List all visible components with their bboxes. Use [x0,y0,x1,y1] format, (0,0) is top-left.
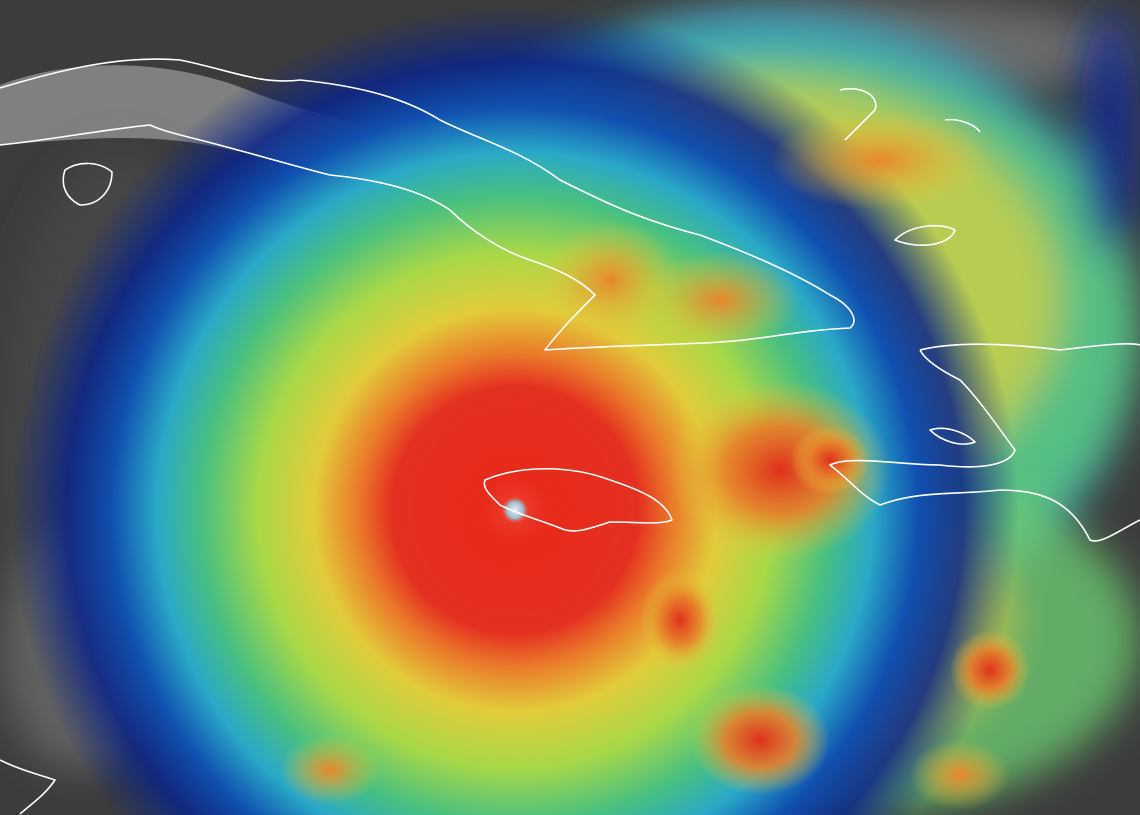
hurricane-eye [501,496,529,524]
isla-de-la-juventud-coastline [62,162,113,206]
bahamas-island-3 [944,118,981,133]
jamaica-coastline [483,467,673,532]
bahamas-island-2 [839,88,877,141]
coastlines [0,58,1140,815]
central-america-coast [0,759,56,815]
hispaniola-coastline [829,343,1140,542]
convective-cells [280,110,1030,810]
cuba-coastline [0,58,855,351]
gonave-island [929,427,976,445]
bahamas-island-1 [894,224,956,246]
